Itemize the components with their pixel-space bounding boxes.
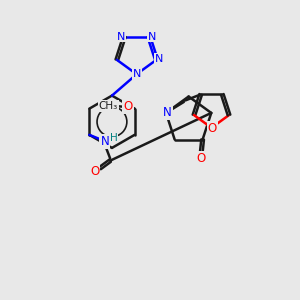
Text: O: O <box>123 100 133 113</box>
Text: N: N <box>163 106 172 119</box>
Text: O: O <box>90 165 99 178</box>
Text: H: H <box>110 133 118 142</box>
Text: CH₃: CH₃ <box>99 101 118 111</box>
Text: N: N <box>155 54 164 64</box>
Text: O: O <box>208 122 217 135</box>
Text: O: O <box>196 152 206 165</box>
Text: N: N <box>148 32 156 42</box>
Text: N: N <box>132 69 141 79</box>
Text: N: N <box>117 32 126 42</box>
Text: N: N <box>100 135 109 148</box>
